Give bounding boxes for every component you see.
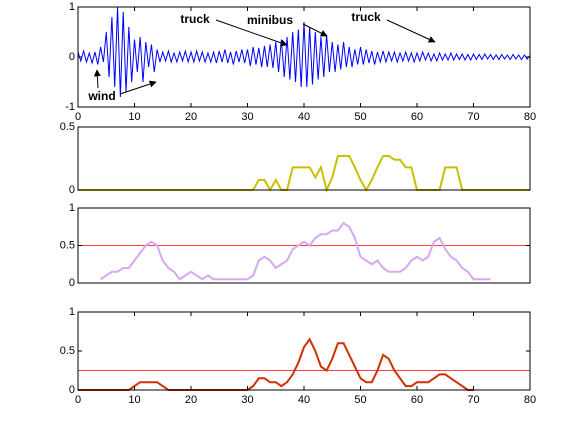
x-tick-label: 70 xyxy=(467,111,479,123)
x-tick-label: 10 xyxy=(128,394,140,406)
x-tick-label: 50 xyxy=(354,111,366,123)
x-tick-label: 10 xyxy=(128,111,140,123)
annotation: truck xyxy=(180,12,210,26)
axes-background xyxy=(78,312,530,390)
annotation-arrow xyxy=(302,23,328,37)
data-line xyxy=(78,337,474,391)
y-tick-label: 0.5 xyxy=(60,239,75,251)
annotation: minibus xyxy=(247,13,293,27)
x-tick-label: 20 xyxy=(185,111,197,123)
y-tick-label: 0 xyxy=(69,51,75,63)
annotation: wind xyxy=(87,89,115,103)
annotation: truck xyxy=(351,10,381,24)
y-tick-label: 1 xyxy=(69,202,75,214)
x-tick-label: 0 xyxy=(75,394,81,406)
annotation-arrow xyxy=(386,19,436,43)
x-tick-label: 30 xyxy=(241,111,253,123)
y-tick-label: 0 xyxy=(69,184,75,196)
y-tick-label: 0.5 xyxy=(60,121,75,133)
data-line xyxy=(77,6,531,98)
data-line xyxy=(100,221,491,281)
x-tick-label: 40 xyxy=(298,394,310,406)
x-tick-label: 80 xyxy=(524,394,536,406)
x-tick-label: 60 xyxy=(411,394,423,406)
y-tick-label: 1 xyxy=(69,1,75,13)
axes-box xyxy=(77,126,531,191)
y-tick-label: 0 xyxy=(69,277,75,289)
y-tick-label: -1 xyxy=(65,101,75,113)
x-tick-label: 30 xyxy=(241,394,253,406)
x-tick-label: 40 xyxy=(298,111,310,123)
x-tick-label: 50 xyxy=(354,394,366,406)
x-tick-label: 70 xyxy=(467,394,479,406)
axes-background xyxy=(78,127,530,190)
annotation-arrow xyxy=(119,80,157,95)
y-tick-label: 1 xyxy=(69,306,75,318)
y-tick-label: 0 xyxy=(69,384,75,396)
annotation-arrow xyxy=(215,19,288,47)
annotation-arrow xyxy=(93,69,101,89)
x-tick-label: 80 xyxy=(524,111,536,123)
x-tick-label: 20 xyxy=(185,394,197,406)
x-tick-label: 60 xyxy=(411,111,423,123)
x-tick-label: 0 xyxy=(75,111,81,123)
y-tick-label: 0.5 xyxy=(60,345,75,357)
